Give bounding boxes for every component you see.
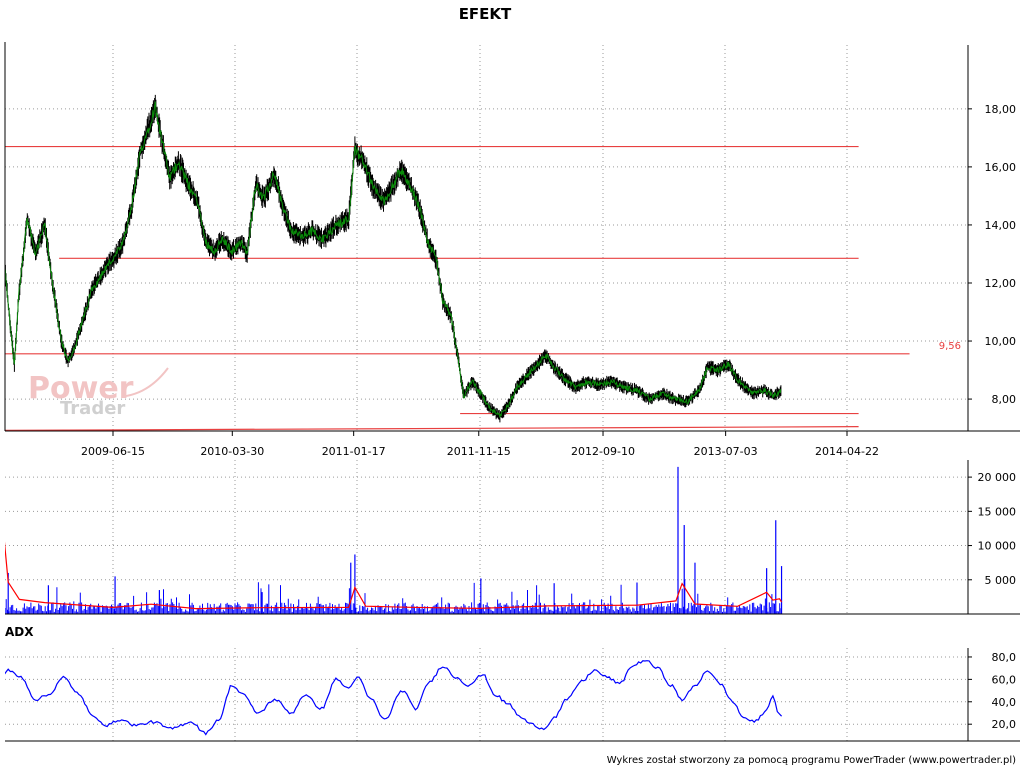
- price-grid: [5, 45, 968, 431]
- volume-y-tick-label: 20 000: [978, 471, 1017, 484]
- adx-panel-label: ADX: [5, 625, 34, 639]
- volume-grid: [5, 460, 968, 614]
- adx-y-tick-labels: 20,0 40,0 60,0 80,0: [968, 651, 1016, 731]
- volume-moving-average: [5, 541, 783, 610]
- volume-y-tick-label: 5 000: [985, 574, 1017, 587]
- watermark-trader-text: Trader: [60, 398, 125, 419]
- watermark-swoosh-icon: [125, 367, 169, 397]
- adx-y-tick-label: 20,0: [992, 718, 1017, 731]
- price-annotations: 9,56: [939, 341, 961, 352]
- date-tick-label: 2010-03-30: [200, 445, 264, 458]
- volume-y-tick-label: 15 000: [978, 505, 1017, 518]
- adx-axes: [5, 648, 1020, 742]
- volume-average-line: [5, 541, 783, 610]
- volume-y-tick-labels: 5 000 10 000 15 000 20 000: [968, 471, 1016, 587]
- date-tick-label: 2011-11-15: [447, 445, 511, 458]
- date-tick-label: 2009-06-15: [81, 445, 145, 458]
- horizontal-level-line: [5, 426, 859, 431]
- adx-line: [5, 660, 783, 736]
- price-y-tick-label: 18,00: [985, 103, 1017, 116]
- price-panel: Power Trader 8,00 10,00 12,00 14,00 16,00 18,…: [4, 5, 1020, 458]
- price-y-tick-label: 12,00: [985, 277, 1017, 290]
- date-tick-label: 2013-07-03: [694, 445, 758, 458]
- price-y-tick-label: 16,00: [985, 161, 1017, 174]
- volume-bars: [5, 466, 783, 614]
- date-tick-label: 2011-01-17: [322, 445, 386, 458]
- adx-y-tick-label: 40,0: [992, 696, 1017, 709]
- support-resistance-lines: [5, 145, 910, 431]
- price-y-tick-label: 8,00: [992, 393, 1017, 406]
- footer-credit: Wykres został stworzony za pomocą progra…: [607, 755, 1016, 766]
- adx-y-tick-label: 60,0: [992, 673, 1017, 686]
- adx-series: [5, 660, 783, 736]
- chart-title: EFEKT: [459, 5, 512, 23]
- adx-y-tick-label: 80,0: [992, 651, 1017, 664]
- volume-bar-group: [5, 579, 782, 614]
- price-y-tick-label: 14,00: [985, 219, 1017, 232]
- volume-y-tick-label: 10 000: [978, 540, 1017, 553]
- price-y-tick-label: 10,00: [985, 335, 1017, 348]
- date-tick-label: 2014-04-22: [815, 445, 879, 458]
- adx-grid: [5, 648, 968, 741]
- price-series: [5, 94, 782, 423]
- price-axes: [4, 42, 1020, 432]
- price-close-line: [5, 101, 782, 418]
- powertrader-watermark: Power Trader: [28, 367, 169, 419]
- watermark-power-text: Power: [28, 371, 134, 406]
- adx-panel: 20,0 40,0 60,0 80,0 ADX: [5, 625, 1020, 742]
- date-tick-label: 2012-09-10: [571, 445, 635, 458]
- volume-axes: [5, 460, 1020, 615]
- volume-panel: 5 000 10 000 15 000 20 000: [5, 460, 1020, 615]
- date-tick-labels: 2009-06-15 2010-03-30 2011-01-17 2011-11-15…: [81, 431, 879, 458]
- level-label: 9,56: [939, 341, 961, 352]
- price-y-tick-labels: 8,00 10,00 12,00 14,00 16,00 18,00: [968, 103, 1016, 406]
